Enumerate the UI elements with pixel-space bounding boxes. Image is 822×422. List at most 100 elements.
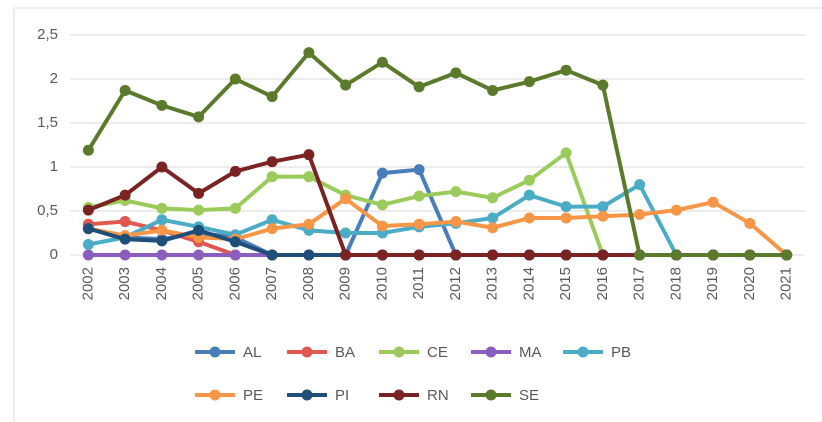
point [597,79,609,91]
point [193,111,205,123]
legend-marker [209,389,221,401]
point [229,236,241,248]
point [597,210,609,222]
point [376,167,388,179]
legend-marker [301,346,313,358]
point [376,199,388,211]
point [229,249,241,261]
point [229,165,241,177]
legend-label: PB [611,344,631,361]
y-tick-label: 0 [50,246,58,263]
point [193,224,205,236]
point [193,187,205,199]
legend-marker [485,346,497,358]
point [413,164,425,176]
point [450,67,462,79]
x-tick-label: 2007 [263,267,280,300]
point [597,201,609,213]
legend-marker [393,389,405,401]
point [266,156,278,168]
point [707,249,719,261]
point [229,202,241,214]
point [340,193,352,205]
point [450,249,462,261]
point [597,249,609,261]
point [303,249,315,261]
x-tick-label: 2021 [778,267,795,300]
x-tick-label: 2002 [79,267,96,300]
point [119,216,131,228]
point [560,147,572,159]
point [266,171,278,183]
x-tick-label: 2018 [667,267,684,300]
x-tick-label: 2015 [557,267,574,300]
x-tick-label: 2004 [153,267,170,300]
point [560,212,572,224]
point [266,223,278,235]
legend-label: CE [427,344,448,361]
y-tick-label: 2,5 [37,26,58,43]
point [487,84,499,96]
legend-label: PI [335,387,349,404]
x-tick-label: 2019 [704,267,721,300]
point [229,73,241,85]
point [450,216,462,228]
point [119,233,131,245]
point [119,84,131,96]
point [156,99,168,111]
point [781,249,793,261]
point [487,249,499,261]
point [487,212,499,224]
point [634,249,646,261]
point [634,209,646,221]
y-tick-label: 1 [50,158,58,175]
legend-marker [485,389,497,401]
point [670,249,682,261]
point [82,223,94,235]
point [340,249,352,261]
point [82,144,94,156]
x-tick-label: 2009 [337,267,354,300]
x-tick-label: 2006 [226,267,243,300]
point [119,249,131,261]
x-tick-label: 2010 [373,267,390,300]
series-line [87,196,788,257]
legend-label: RN [427,387,449,404]
point [376,249,388,261]
point [266,214,278,226]
point [266,91,278,103]
point [413,218,425,230]
legend-label: MA [519,344,542,361]
point [634,179,646,191]
point [413,81,425,93]
point [82,238,94,250]
point [744,217,756,229]
point [523,174,535,186]
x-tick-label: 2012 [447,267,464,300]
y-tick-label: 1,5 [37,114,58,131]
point [487,222,499,234]
x-tick-label: 2003 [116,267,133,300]
point [156,161,168,173]
point [413,190,425,202]
point [156,202,168,214]
legend-label: SE [519,387,539,404]
point [303,171,315,183]
point [303,47,315,59]
legend-marker [393,346,405,358]
point [340,79,352,91]
point [376,56,388,68]
point [670,204,682,216]
point [523,249,535,261]
point [156,214,168,226]
point [266,249,278,261]
point [560,201,572,213]
legend-marker [301,389,313,401]
point [340,227,352,239]
point [413,249,425,261]
point [156,235,168,247]
legend-label: AL [243,344,261,361]
point [560,249,572,261]
point [156,249,168,261]
y-tick-label: 2 [50,70,58,87]
